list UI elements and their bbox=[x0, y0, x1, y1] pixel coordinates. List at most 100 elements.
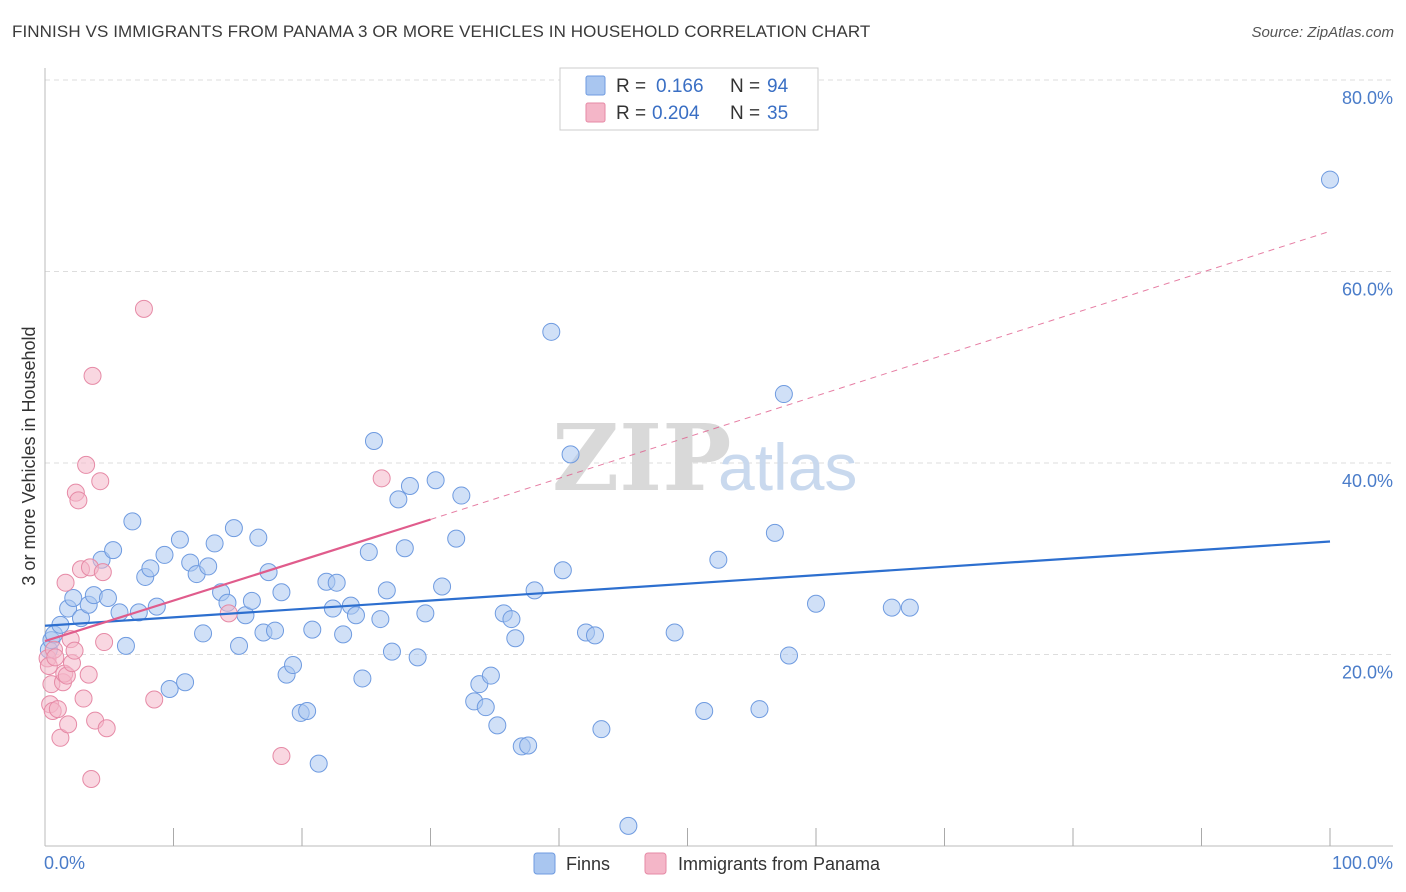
axis-layer: 20.0% 40.0% 60.0% 80.0% 0.0% 100.0% bbox=[44, 68, 1393, 873]
legend-n-label-finns: N = bbox=[730, 76, 760, 97]
finns-point bbox=[309, 754, 328, 773]
finns-point bbox=[519, 736, 538, 755]
panama-point bbox=[51, 728, 70, 747]
panama-point bbox=[82, 769, 101, 788]
finns-point bbox=[98, 589, 117, 608]
finns-point bbox=[395, 539, 414, 558]
legend-r-value-finns: 0.166 bbox=[656, 76, 704, 97]
bottom-legend: Finns Immigrants from Panama bbox=[533, 852, 881, 875]
panama-trend-extension bbox=[430, 230, 1331, 520]
panama-point bbox=[65, 641, 84, 660]
finns-point bbox=[298, 701, 317, 720]
points-layer bbox=[38, 170, 1339, 835]
panama-point bbox=[145, 690, 164, 709]
finns-point bbox=[882, 598, 901, 617]
y-tick-label: 20.0% bbox=[1342, 663, 1393, 683]
finns-point bbox=[452, 486, 471, 505]
finns-point bbox=[506, 629, 525, 648]
panama-point bbox=[46, 648, 65, 667]
finns-point bbox=[447, 529, 466, 548]
finns-point bbox=[230, 636, 249, 655]
panama-point bbox=[56, 573, 75, 592]
panama-point bbox=[93, 563, 112, 582]
finns-point bbox=[481, 666, 500, 685]
panama-point bbox=[83, 366, 102, 385]
panama-point bbox=[372, 469, 391, 488]
trend-layer bbox=[44, 230, 1331, 643]
x-tick-label-min: 0.0% bbox=[44, 853, 85, 873]
watermark: ZIP atlas bbox=[552, 404, 857, 512]
bottom-legend-label-panama: Immigrants from Panama bbox=[678, 854, 881, 874]
finns-point bbox=[488, 716, 507, 735]
x-tick-label-max: 100.0% bbox=[1332, 853, 1393, 873]
finns-point bbox=[542, 322, 561, 341]
legend-r-value-panama: 0.204 bbox=[652, 103, 700, 124]
finns-point bbox=[249, 528, 268, 547]
finns-point bbox=[561, 445, 580, 464]
panama-trend-line bbox=[44, 518, 431, 643]
panama-point bbox=[74, 689, 93, 708]
finns-point bbox=[502, 610, 521, 629]
finns-point bbox=[205, 534, 224, 553]
finns-point bbox=[160, 679, 179, 698]
finns-point bbox=[364, 431, 383, 450]
finns-point bbox=[353, 669, 372, 688]
finns-point bbox=[116, 636, 135, 655]
finns-point bbox=[284, 656, 303, 675]
finns-point bbox=[303, 620, 322, 639]
legend-box: R = 0.166 N = 94 R = 0.204 N = 35 bbox=[559, 67, 819, 131]
finns-point bbox=[592, 720, 611, 739]
finns-point bbox=[780, 646, 799, 665]
finns-point bbox=[774, 385, 793, 404]
finns-point bbox=[199, 557, 218, 576]
legend-n-value-panama: 35 bbox=[767, 103, 788, 124]
legend-n-label-panama: N = bbox=[730, 103, 760, 124]
finns-point bbox=[750, 700, 769, 719]
finns-point bbox=[389, 490, 408, 509]
finns-point bbox=[525, 581, 544, 600]
finns-point bbox=[382, 642, 401, 661]
finns-point bbox=[665, 623, 684, 642]
finns-point bbox=[64, 589, 83, 608]
y-tick-label: 40.0% bbox=[1342, 471, 1393, 491]
finns-point bbox=[323, 599, 342, 618]
finns-point bbox=[585, 626, 604, 645]
legend-swatch-finns bbox=[585, 75, 606, 96]
finns-point bbox=[619, 816, 638, 835]
legend-r-label-panama: R = bbox=[616, 103, 646, 124]
finns-point bbox=[359, 543, 378, 562]
panama-point bbox=[95, 633, 114, 652]
finns-point bbox=[141, 559, 160, 578]
y-tick-label: 80.0% bbox=[1342, 88, 1393, 108]
finns-point bbox=[334, 625, 353, 644]
y-tick-label: 60.0% bbox=[1342, 280, 1393, 300]
finns-point bbox=[346, 606, 365, 625]
finns-point bbox=[433, 577, 452, 596]
finns-point bbox=[900, 598, 919, 617]
finns-point bbox=[416, 604, 435, 623]
panama-point bbox=[48, 700, 67, 719]
panama-point bbox=[134, 299, 153, 318]
finns-point bbox=[371, 610, 390, 629]
panama-point bbox=[97, 719, 116, 738]
panama-point bbox=[79, 665, 98, 684]
chart-title: FINNISH VS IMMIGRANTS FROM PANAMA 3 OR M… bbox=[12, 22, 871, 41]
panama-point bbox=[59, 715, 78, 734]
finns-point bbox=[807, 594, 825, 613]
finns-point bbox=[709, 550, 728, 569]
y-axis-title: 3 or more Vehicles in Household bbox=[19, 326, 39, 585]
finns-point bbox=[765, 523, 784, 542]
finns-point bbox=[176, 673, 195, 692]
bottom-legend-swatch-finns bbox=[533, 852, 556, 875]
finns-point bbox=[476, 698, 495, 717]
finns-point bbox=[242, 591, 261, 610]
finns-point bbox=[1321, 170, 1339, 189]
legend-swatch-panama bbox=[585, 102, 606, 123]
panama-point bbox=[272, 746, 291, 765]
finns-point bbox=[104, 541, 123, 560]
finns-point bbox=[553, 561, 572, 580]
finns-point bbox=[400, 476, 419, 495]
finns-point bbox=[272, 583, 291, 602]
